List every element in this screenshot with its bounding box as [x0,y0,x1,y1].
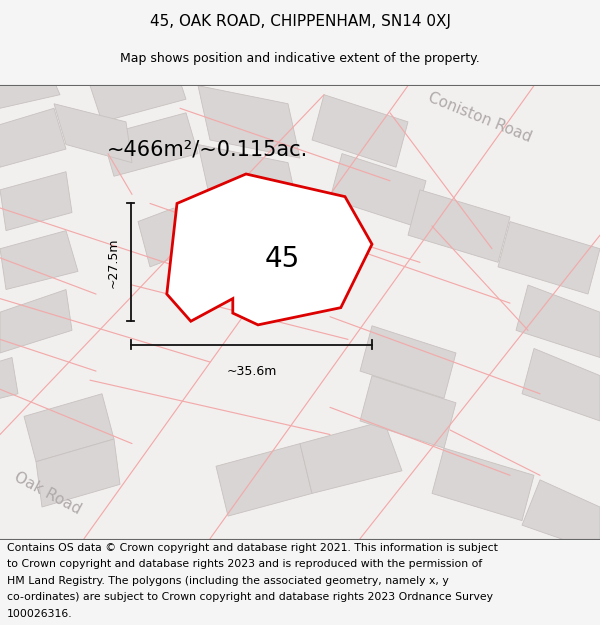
Polygon shape [198,86,300,158]
Text: ~35.6m: ~35.6m [226,364,277,378]
Polygon shape [90,63,186,122]
Polygon shape [498,221,600,294]
Polygon shape [0,357,18,402]
Text: 45: 45 [265,245,299,272]
Polygon shape [300,421,402,494]
Polygon shape [0,231,78,289]
Text: 100026316.: 100026316. [7,609,73,619]
Text: co-ordinates) are subject to Crown copyright and database rights 2023 Ordnance S: co-ordinates) are subject to Crown copyr… [7,592,493,602]
Polygon shape [216,444,312,516]
Polygon shape [0,86,600,539]
Text: Oak Road: Oak Road [12,469,84,518]
Text: HM Land Registry. The polygons (including the associated geometry, namely x, y: HM Land Registry. The polygons (includin… [7,576,449,586]
Polygon shape [432,448,534,521]
Text: to Crown copyright and database rights 2023 and is reproduced with the permissio: to Crown copyright and database rights 2… [7,559,482,569]
Text: 45, OAK ROAD, CHIPPENHAM, SN14 0XJ: 45, OAK ROAD, CHIPPENHAM, SN14 0XJ [149,14,451,29]
Polygon shape [360,376,456,448]
Polygon shape [0,68,60,108]
Text: Contains OS data © Crown copyright and database right 2021. This information is : Contains OS data © Crown copyright and d… [7,542,498,552]
Polygon shape [198,144,300,217]
Polygon shape [330,154,426,226]
Polygon shape [102,112,198,176]
Polygon shape [312,94,408,167]
Polygon shape [522,349,600,421]
Polygon shape [360,326,456,398]
Polygon shape [167,174,372,325]
Text: Coniston Road: Coniston Road [426,90,534,145]
Text: ~27.5m: ~27.5m [106,237,119,288]
Polygon shape [0,289,72,353]
Polygon shape [516,285,600,357]
Polygon shape [522,480,600,552]
Polygon shape [0,108,66,167]
Polygon shape [138,208,186,267]
Polygon shape [24,394,114,462]
Polygon shape [0,172,72,231]
Polygon shape [54,104,132,162]
Text: Map shows position and indicative extent of the property.: Map shows position and indicative extent… [120,52,480,65]
Text: ~466m²/~0.115ac.: ~466m²/~0.115ac. [106,139,308,159]
Polygon shape [36,439,120,507]
Polygon shape [408,190,510,262]
